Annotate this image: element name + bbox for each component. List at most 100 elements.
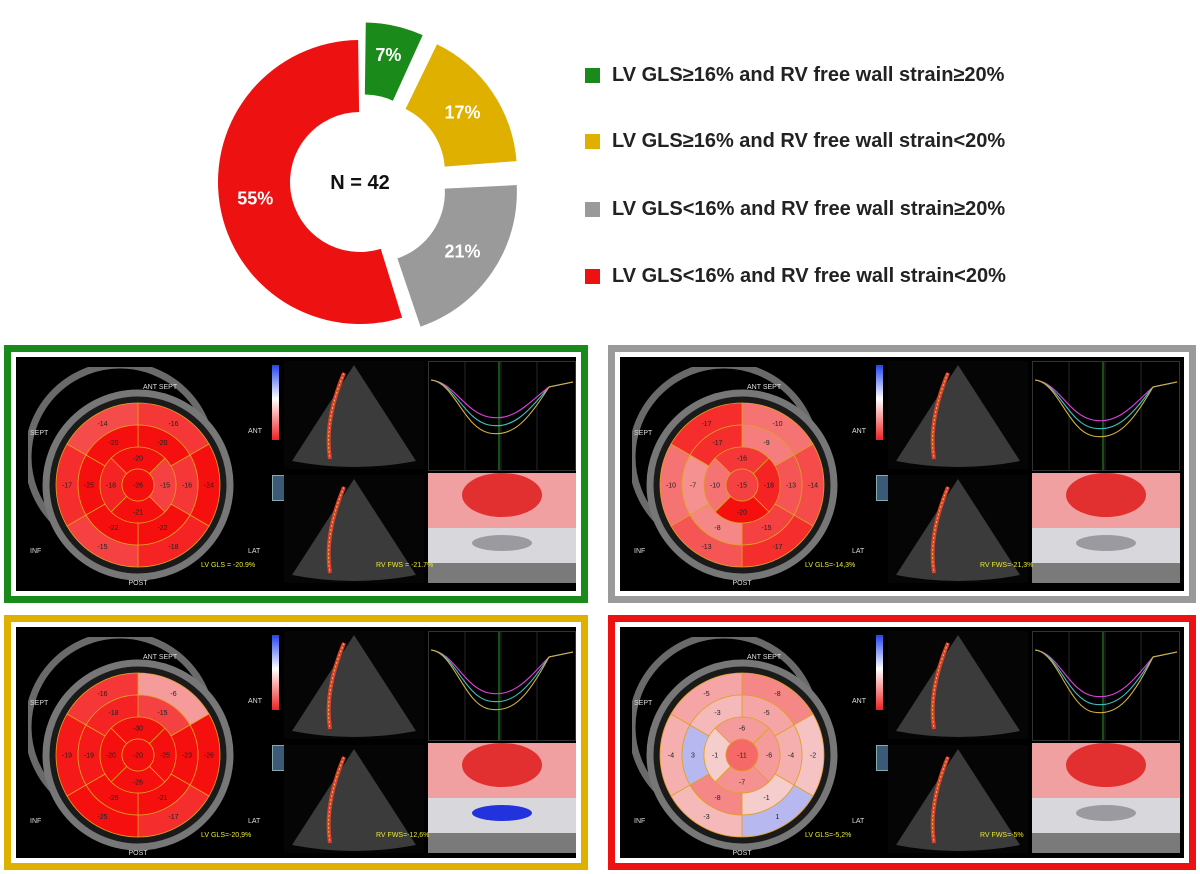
bullseye-segment-value: -22 <box>108 525 118 532</box>
rv-fws-value: RV FWS=-21,3% <box>980 562 1034 569</box>
strain-curve-1 <box>430 379 574 427</box>
bullseye-segment-value: -17 <box>712 440 722 447</box>
echo-view-0 <box>888 631 1028 739</box>
bullseye-segment-value: 3 <box>691 753 695 760</box>
bullseye-segment-value: -25 <box>160 753 170 760</box>
map-mmode <box>428 563 576 583</box>
panel-red: -8 -2 1 -3 -4 -5 -5 -4 -1 -8 3 -3 -6 -7 -1 -6 -11 ANT SEP… <box>608 615 1196 870</box>
map-mmode <box>1032 833 1180 853</box>
bullseye-segment-value: -16 <box>97 691 107 698</box>
donut-slice-label-0: 7% <box>375 45 401 65</box>
echo-view-1 <box>284 475 424 583</box>
donut-slice-label-2: 21% <box>445 242 481 262</box>
bullseye-segment-value: -18 <box>168 544 178 551</box>
orientation-label-ant_sept: ANT SEPT <box>747 384 782 391</box>
bullseye-segment-value: -17 <box>701 421 711 428</box>
bullseye-segment-value: -24 <box>204 483 214 490</box>
bullseye-segment-value: -30 <box>133 726 143 733</box>
bullseye-segment-value: -21 <box>133 510 143 517</box>
bullseye-plot: -16 -24 -18 -15 -17 -14 -20 -16 -22 -22 -25 -20 -15 -… <box>24 361 283 591</box>
orientation-label-post: POST <box>128 580 148 587</box>
orientation-label-ant_sept: ANT SEPT <box>143 384 178 391</box>
legend-text-red: LV GLS<16% and RV free wall strain<20% <box>612 264 1006 287</box>
strain-curves <box>1032 361 1180 471</box>
panel-yellow: -6 -26 -17 -25 -19 -16 -15 -23 -21 -26 -19 -18 -25 -2… <box>4 615 588 870</box>
bullseye-segment-value: -17 <box>62 483 72 490</box>
bullseye-segment-value: -15 <box>761 525 771 532</box>
orientation-label-inf: INF <box>30 818 41 825</box>
bullseye-segment-value: -1 <box>763 795 769 802</box>
map-band-feature <box>472 805 532 821</box>
orientation-label-lat: LAT <box>248 818 261 825</box>
bullseye-segment-value: -8 <box>714 525 720 532</box>
echo-trace-dots <box>932 372 949 460</box>
rv-fws-value: RV FWS=-12,6% <box>376 832 430 839</box>
lv-gls-value: LV GLS=-14,3% <box>805 562 856 569</box>
bullseye-segment-value: -16 <box>737 456 747 463</box>
orientation-label-post: POST <box>732 580 752 587</box>
legend-swatch-yellow <box>585 133 600 149</box>
map-band-feature <box>1076 535 1136 551</box>
bullseye-segment-value: -5 <box>703 691 709 698</box>
bullseye-segment-value: -26 <box>204 753 214 760</box>
bullseye-segment-value: -10 <box>666 483 676 490</box>
bullseye-segment-value: -7 <box>690 483 696 490</box>
orientation-label-lat: LAT <box>248 548 261 555</box>
echo-sector <box>292 635 416 737</box>
strain-curve-0 <box>1034 379 1178 422</box>
bullseye-segment-value: -4 <box>788 753 794 760</box>
bullseye-plot: -6 -26 -17 -25 -19 -16 -15 -23 -21 -26 -19 -18 -25 -2… <box>24 631 283 858</box>
panel-green: -16 -24 -18 -15 -17 -14 -20 -16 -22 -22 -25 -20 -15 -… <box>4 345 588 603</box>
bullseye-segment-value: -19 <box>84 753 94 760</box>
orientation-label-sept: SEPT <box>30 700 49 707</box>
echo-view-0 <box>284 361 424 469</box>
echo-view-1 <box>284 745 424 853</box>
orientation-label-sept: SEPT <box>634 430 653 437</box>
donut-slice-3 <box>217 40 403 324</box>
legend-item-yellow: LV GLS≥16% and RV free wall strain<20% <box>585 126 1005 156</box>
strain-curve-0 <box>430 649 574 695</box>
strain-colorbar <box>876 365 883 440</box>
bullseye-segment-value: -15 <box>157 710 167 717</box>
echo-view-0 <box>284 631 424 739</box>
orientation-label-ant: ANT <box>248 428 263 435</box>
bullseye-segment <box>121 738 155 772</box>
donut-center-label: N = 42 <box>330 172 389 194</box>
bullseye-segment <box>121 468 155 502</box>
bullseye-segment-value: -20 <box>133 753 143 760</box>
strain-colorbar <box>272 635 279 710</box>
bullseye-segment-value: -6 <box>766 753 772 760</box>
echo-trace-dots <box>328 372 345 460</box>
bullseye-segment-value: -23 <box>182 753 192 760</box>
bullseye-segment-value: -13 <box>786 483 796 490</box>
orientation-label-ant: ANT <box>248 698 263 705</box>
donut-slice-2 <box>397 185 517 327</box>
map-mmode <box>428 833 576 853</box>
echo-trace-dots <box>328 486 345 574</box>
echo-sector <box>896 749 1020 851</box>
legend-item-red: LV GLS<16% and RV free wall strain<20% <box>585 261 1006 291</box>
panel-image: -8 -2 1 -3 -4 -5 -5 -4 -1 -8 3 -3 -6 -7 -1 -6 -11 ANT SEP… <box>620 627 1184 858</box>
bullseye-segment-value: -8 <box>714 795 720 802</box>
orientation-label-sept: SEPT <box>30 430 49 437</box>
lv-gls-value: LV GLS=-5,2% <box>805 832 852 839</box>
bullseye-segment-value: -3 <box>714 710 720 717</box>
bullseye-segment-value: -1 <box>712 753 718 760</box>
donut-slice-label-1: 17% <box>445 102 481 122</box>
parametric-map <box>1032 743 1180 853</box>
bullseye-segment-value: -7 <box>739 780 745 787</box>
echo-trace-dots <box>328 756 345 844</box>
bullseye-segment-value: -15 <box>160 483 170 490</box>
bullseye-segment <box>725 738 759 772</box>
bullseye-segment-value: -11 <box>737 753 747 760</box>
echo-view-1 <box>888 745 1028 853</box>
strain-curves <box>1032 631 1180 741</box>
panel-image: -16 -24 -18 -15 -17 -14 -20 -16 -22 -22 -25 -20 -15 -… <box>16 357 576 591</box>
orientation-label-inf: INF <box>30 548 41 555</box>
orientation-label-ant: ANT <box>852 428 867 435</box>
bullseye-segment-value: -25 <box>97 814 107 821</box>
orientation-label-ant: ANT <box>852 698 867 705</box>
orientation-label-post: POST <box>732 850 752 857</box>
map-hotspot <box>462 473 542 517</box>
orientation-label-post: POST <box>128 850 148 857</box>
